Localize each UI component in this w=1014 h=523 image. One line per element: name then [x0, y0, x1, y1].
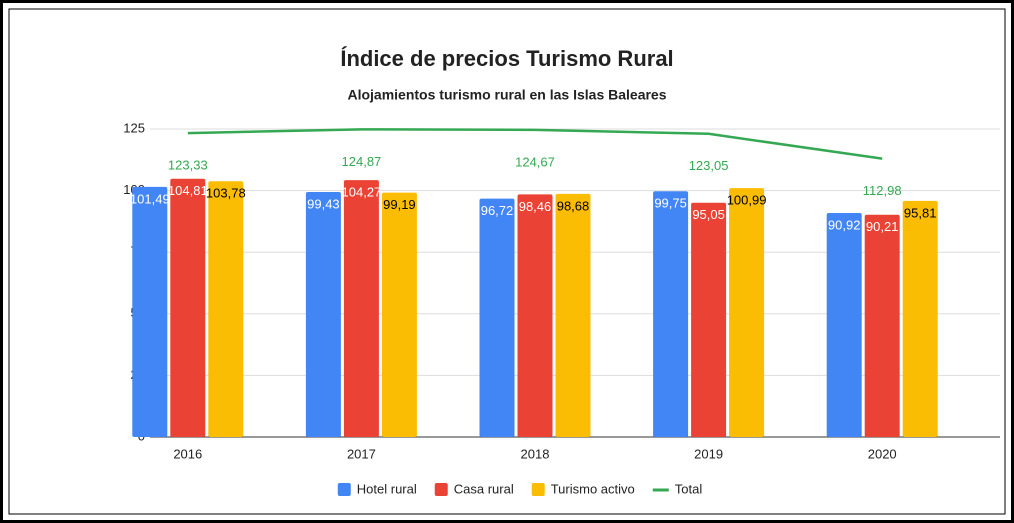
chart-title: Índice de precios Turismo Rural [340, 46, 673, 71]
bar [132, 186, 168, 437]
bar [691, 202, 727, 437]
legend-marker [337, 483, 351, 496]
legend-label: Turismo activo [551, 481, 635, 496]
data-label: 90,92 [828, 217, 861, 232]
data-label: 112,98 [863, 183, 902, 198]
data-label: 90,21 [866, 219, 899, 234]
inner-frame [8, 8, 1006, 515]
data-label: 123,33 [168, 158, 208, 173]
legend-marker [531, 483, 545, 496]
legend-marker [434, 483, 448, 496]
data-label: 95,81 [904, 205, 937, 220]
legend-label: Hotel rural [357, 481, 417, 496]
legend-item: Casa rural [434, 481, 514, 496]
data-label: 99,75 [654, 196, 687, 211]
x-tick-label: 2017 [347, 446, 376, 461]
data-label: 98,46 [519, 199, 552, 214]
bar [902, 200, 938, 437]
bar [479, 198, 515, 437]
legend-item: Total [652, 481, 703, 496]
data-label: 100,99 [727, 193, 767, 208]
bar [864, 214, 900, 437]
x-tick-label: 2018 [521, 446, 550, 461]
chart-subtitle: Alojamientos turismo rural en las Islas … [347, 87, 666, 103]
data-label: 99,43 [307, 196, 340, 211]
data-label: 123,05 [689, 158, 729, 173]
x-tick-label: 2019 [694, 446, 723, 461]
data-label: 124,67 [515, 154, 555, 169]
legend-item: Hotel rural [337, 481, 417, 496]
bar [305, 192, 341, 437]
data-label: 98,68 [557, 198, 590, 213]
bar [381, 192, 417, 437]
bar [343, 180, 379, 437]
data-label: 95,05 [692, 207, 725, 222]
data-label: 101,49 [130, 191, 170, 206]
data-label: 104,27 [342, 185, 382, 200]
bar [826, 212, 862, 437]
bar [729, 188, 765, 437]
bar [208, 181, 244, 437]
x-tick-label: 2016 [173, 446, 202, 461]
y-tick-label: 125 [123, 120, 145, 135]
x-tick-label: 2020 [868, 446, 897, 461]
legend-item: Turismo activo [531, 481, 635, 496]
bar [170, 178, 206, 437]
data-label: 104,81 [168, 183, 208, 198]
data-label: 96,72 [481, 203, 514, 218]
legend-label: Casa rural [454, 481, 514, 496]
legend-label: Total [675, 481, 703, 496]
data-label: 124,87 [342, 154, 382, 169]
bar [653, 191, 689, 437]
bar [517, 194, 553, 437]
data-label: 103,78 [206, 186, 246, 201]
bar [555, 193, 591, 437]
data-label: 99,19 [383, 197, 416, 212]
line-series [187, 128, 883, 160]
